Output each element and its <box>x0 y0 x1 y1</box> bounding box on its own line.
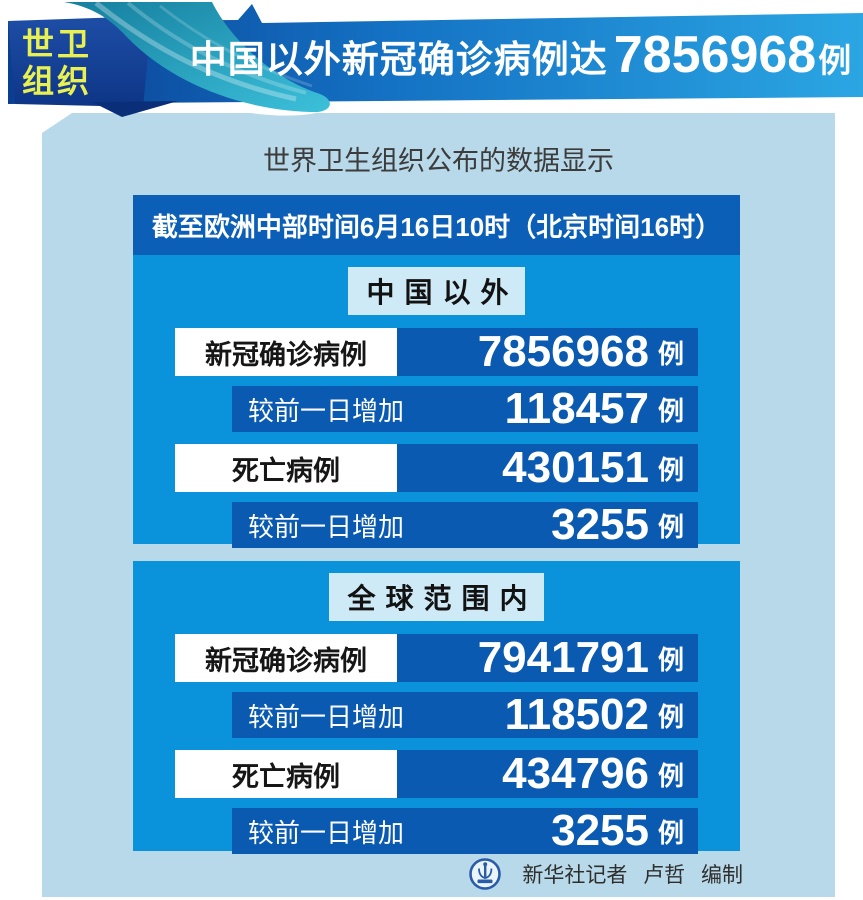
stat-unit: 例 <box>657 701 684 732</box>
stat-label: 新冠确诊病例 <box>175 328 397 376</box>
xinhua-logo <box>469 858 502 890</box>
stat-number: 118457 <box>504 384 649 433</box>
title-unit: 例 <box>818 42 852 79</box>
stat-value-box: 7856968 例 <box>397 327 698 376</box>
stat-increase-box: 较前一日增加 3255 例 <box>232 500 698 549</box>
panel-outside-china: 中国以外 新冠确诊病例 7856968 例 较前一日增加 118457 例 <box>133 255 740 549</box>
stat-rows: 新冠确诊病例 7941791 例 较前一日增加 118502 例 死亡病例 <box>133 633 740 855</box>
stat-row-daily-increase: 较前一日增加 3255 例 <box>232 806 698 855</box>
who-badge-line2: 组织 <box>22 63 93 99</box>
stat-number: 7856968 <box>477 327 649 376</box>
stat-number: 434796 <box>502 749 649 798</box>
stat-unit: 例 <box>657 338 684 369</box>
stat-unit: 例 <box>657 395 684 426</box>
stat-value-box: 430151 例 <box>397 443 698 492</box>
stat-label: 死亡病例 <box>175 750 397 798</box>
stat-label: 较前一日增加 <box>248 395 405 426</box>
stat-label: 较前一日增加 <box>248 701 405 732</box>
stat-row-deaths: 死亡病例 434796 例 <box>175 749 698 798</box>
stat-unit: 例 <box>657 644 684 675</box>
stat-label: 新冠确诊病例 <box>175 634 397 682</box>
stat-unit: 例 <box>657 511 684 542</box>
stat-unit: 例 <box>657 817 684 848</box>
stat-label: 较前一日增加 <box>248 817 405 848</box>
stat-number: 3255 <box>551 806 649 855</box>
as-of-time-bar: 截至欧洲中部时间6月16日10时（北京时间16时） <box>133 195 740 255</box>
page-title-line: 中国以外新冠确诊病例达 7856968 例 <box>190 25 851 85</box>
title-text: 中国以外新冠确诊病例达 <box>189 39 608 80</box>
stat-number: 118502 <box>504 690 649 739</box>
footer-credit: 新华社记者 卢哲 编制 <box>42 854 835 894</box>
panel-global: 全球范围内 新冠确诊病例 7941791 例 较前一日增加 118502 例 <box>133 561 740 855</box>
stat-row-daily-increase: 较前一日增加 3255 例 <box>232 500 698 549</box>
stat-row-daily-increase: 较前一日增加 118457 例 <box>232 384 698 433</box>
stat-increase-box: 较前一日增加 118457 例 <box>232 384 698 433</box>
stat-row-daily-increase: 较前一日增加 118502 例 <box>232 690 698 739</box>
title-number: 7856968 <box>613 26 817 84</box>
stat-number: 430151 <box>502 443 649 492</box>
stat-unit: 例 <box>657 454 684 485</box>
stat-rows: 新冠确诊病例 7856968 例 较前一日增加 118457 例 死亡病例 <box>133 327 740 549</box>
who-org-badge: 世卫 组织 <box>22 26 92 100</box>
content-box: 世界卫生组织公布的数据显示 截至欧洲中部时间6月16日10时（北京时间16时） … <box>42 113 835 897</box>
stat-row-confirmed: 新冠确诊病例 7856968 例 <box>175 327 698 376</box>
page-title: 中国以外新冠确诊病例达 7856968 例 <box>178 12 863 98</box>
header-banner-art <box>8 1 863 117</box>
stat-row-confirmed: 新冠确诊病例 7941791 例 <box>175 633 698 682</box>
credit-text: 新华社记者 卢哲 编制 <box>522 864 743 887</box>
stat-number: 7941791 <box>477 633 649 682</box>
stat-row-deaths: 死亡病例 430151 例 <box>175 443 698 492</box>
intro-text: 世界卫生组织公布的数据显示 <box>263 146 614 176</box>
stat-increase-box: 较前一日增加 118502 例 <box>232 690 698 739</box>
stat-value-box: 434796 例 <box>397 749 698 798</box>
stat-label: 较前一日增加 <box>248 511 405 542</box>
stat-label: 死亡病例 <box>175 444 397 492</box>
stat-value-box: 7941791 例 <box>397 633 698 682</box>
stat-unit: 例 <box>657 760 684 791</box>
panel-badge: 中国以外 <box>348 267 525 315</box>
who-badge-line1: 世卫 <box>22 26 93 62</box>
panel-badge: 全球范围内 <box>329 573 544 621</box>
stat-increase-box: 较前一日增加 3255 例 <box>232 806 698 855</box>
stat-number: 3255 <box>551 500 649 549</box>
